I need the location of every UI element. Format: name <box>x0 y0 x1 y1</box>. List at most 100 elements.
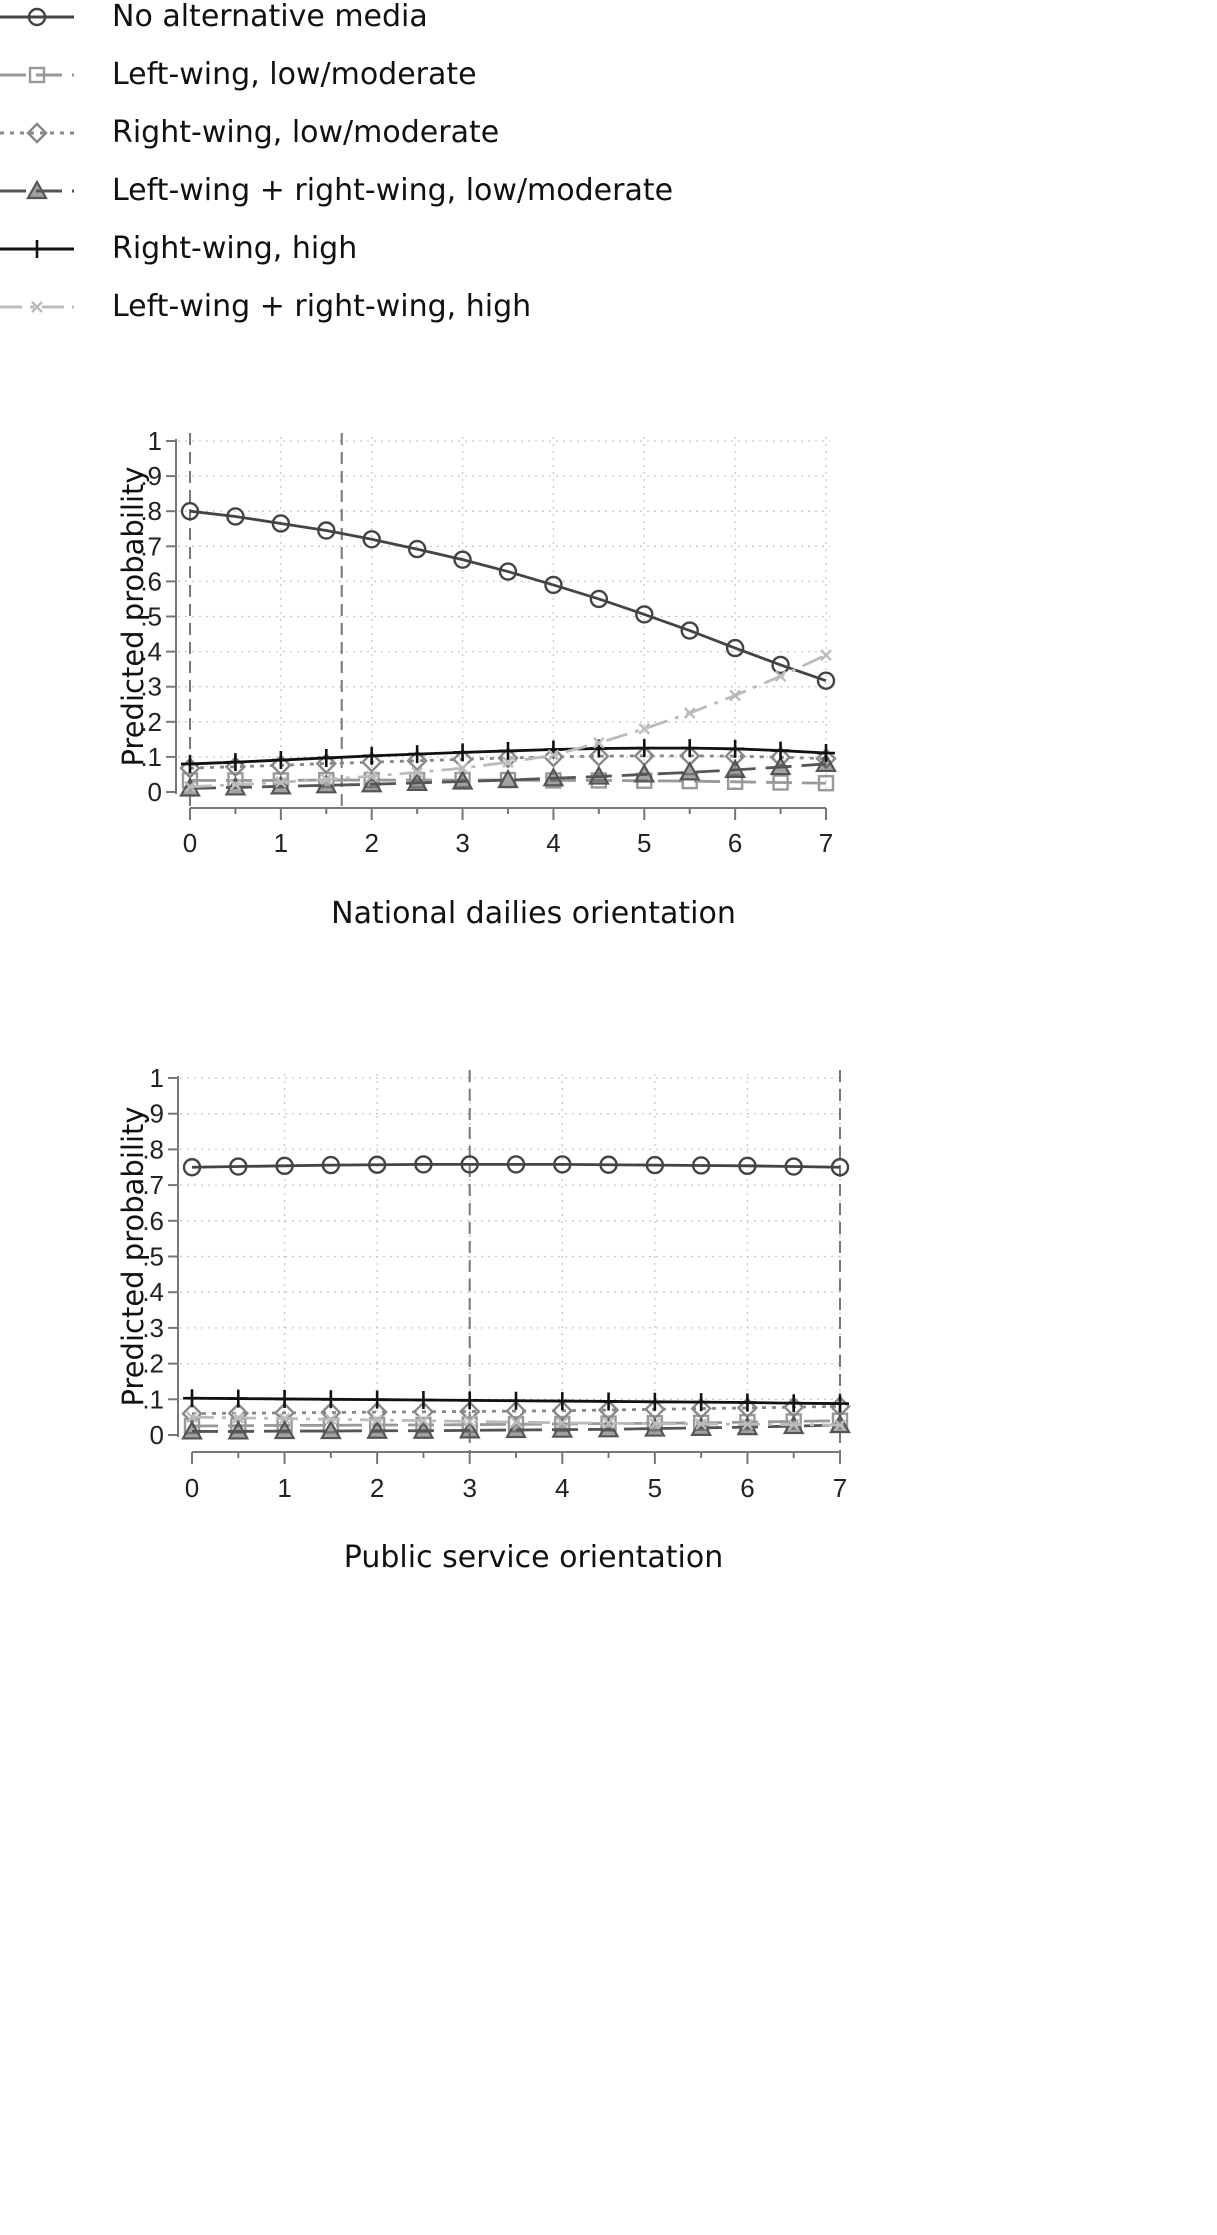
x-tick-label: 5 <box>637 828 651 858</box>
data-point-plus <box>362 746 381 765</box>
legend-label: Left-wing + right-wing, low/moderate <box>112 173 674 208</box>
x-tick-label: 0 <box>183 828 197 858</box>
data-point-x <box>320 773 333 786</box>
data-point-x <box>593 737 605 749</box>
y-tick-label: .3 <box>142 1313 164 1343</box>
data-point-triangle <box>542 767 565 787</box>
data-point-plus <box>321 1390 340 1409</box>
data-point-plus <box>507 1391 525 1410</box>
data-point-circle <box>635 605 654 624</box>
data-point-x <box>186 1411 198 1423</box>
series-line <box>189 754 827 770</box>
data-point-diamond <box>588 745 610 767</box>
data-point-triangle <box>273 1419 296 1440</box>
data-point-plus <box>271 751 290 770</box>
x-axis-title-national-dailies: National dailies orientation <box>331 896 736 931</box>
y-tick-label: .6 <box>140 566 162 596</box>
data-point-triangle <box>224 776 247 796</box>
data-point-plus <box>368 1390 387 1409</box>
data-point-x <box>456 762 469 774</box>
data-point-plus <box>183 1389 201 1408</box>
series-left-wing-right-wing-high <box>184 649 832 793</box>
y-tick-label: .5 <box>142 1242 164 1272</box>
legend-item-left-wing-low-moderate: Left-wing, low/moderate <box>0 58 760 98</box>
data-point-plus <box>599 1392 618 1411</box>
data-point-circle <box>680 621 699 640</box>
legend-item-left-wing-right-wing-high: Left-wing + right-wing, high <box>0 290 760 330</box>
x-axis-title-public-service: Public service orientation <box>343 1540 724 1575</box>
y-tick-label: .2 <box>142 1349 164 1379</box>
data-point-circle <box>271 514 291 533</box>
y-tick-label: .3 <box>140 672 162 702</box>
legend-item-right-wing-low-moderate: Right-wing, low/moderate <box>0 116 760 156</box>
data-point-circle <box>367 1155 387 1174</box>
data-point-triangle <box>406 771 429 791</box>
y-tick-label: .4 <box>140 637 162 667</box>
legend-item-right-wing-high: Right-wing, high <box>0 232 760 272</box>
y-axis: 0 .1 .2 .3 .4 .5 .6 .7 .8 .9 1 <box>142 1063 179 1450</box>
data-point-triangle <box>319 1419 342 1440</box>
data-point-triangle <box>551 1418 574 1438</box>
legend-label: Left-wing, low/moderate <box>112 57 477 92</box>
data-point-diamond <box>315 752 337 775</box>
x-tick-label: 2 <box>370 1473 384 1503</box>
data-point-triangle <box>227 1420 250 1440</box>
series-line <box>189 509 827 683</box>
x-tick-label: 6 <box>728 828 742 858</box>
x-tick-label: 6 <box>740 1473 754 1503</box>
data-point-plus <box>229 1389 248 1408</box>
data-point-circle <box>180 501 200 521</box>
x-tick-label: 7 <box>819 828 833 858</box>
legend-marker-triangle-icon <box>26 179 48 200</box>
y-tick-label: .8 <box>142 1134 164 1164</box>
legend-item-no-alternative-media: No alternative media <box>0 0 760 40</box>
data-point-x <box>411 766 423 779</box>
y-tick-label: 0 <box>150 1420 164 1450</box>
data-point-circle <box>453 550 472 569</box>
y-tick-label: 0 <box>148 777 162 807</box>
data-point-circle <box>226 507 245 526</box>
data-point-x <box>371 1414 383 1426</box>
series-no-alternative-media <box>182 1155 850 1177</box>
data-point-plus <box>499 741 517 760</box>
y-tick-label: .9 <box>142 1099 164 1129</box>
data-point-triangle <box>587 765 610 785</box>
data-point-circle <box>460 1155 479 1174</box>
data-point-circle <box>771 655 790 675</box>
data-point-triangle <box>633 763 656 783</box>
data-point-plus <box>831 1394 849 1413</box>
legend-swatch <box>0 179 74 200</box>
x-tick-label: 3 <box>462 1473 476 1503</box>
data-point-circle <box>407 539 427 559</box>
data-point-circle <box>816 671 836 690</box>
data-point-plus <box>414 1391 433 1410</box>
data-point-triangle <box>181 1420 203 1440</box>
y-tick-label: .1 <box>140 742 162 772</box>
legend-item-left-wing-right-wing-low-moderate: Left-wing + right-wing, low/moderate <box>0 174 760 214</box>
data-point-plus <box>553 1392 572 1411</box>
data-point-diamond <box>361 751 383 773</box>
data-point-plus <box>726 739 745 758</box>
data-point-plus <box>317 748 336 767</box>
data-point-circle <box>506 1155 526 1174</box>
legend-swatch <box>0 122 74 144</box>
legend-label: No alternative media <box>112 0 428 34</box>
data-point-square <box>817 775 835 792</box>
data-point-circle <box>553 1155 572 1174</box>
data-point-plus <box>771 741 790 760</box>
data-point-x <box>547 749 560 761</box>
data-point-triangle <box>451 770 474 790</box>
legend-swatch <box>0 240 74 258</box>
chart-plot-national-dailies: 0 .1 .2 .3 .4 .5 .6 .7 .8 .9 1 Predicted probabilit… <box>116 426 837 858</box>
x-tick-label: 3 <box>455 828 469 858</box>
data-point-x <box>729 689 741 702</box>
data-point-circle <box>498 562 518 581</box>
y-tick-label: .7 <box>140 531 162 561</box>
grid-lines <box>178 437 830 792</box>
data-point-plus <box>692 1393 711 1412</box>
data-point-plus <box>408 745 427 764</box>
y-axis-title: Predicted probability <box>116 1106 150 1406</box>
y-tick-label: .1 <box>142 1384 164 1414</box>
data-point-plus <box>680 739 699 758</box>
